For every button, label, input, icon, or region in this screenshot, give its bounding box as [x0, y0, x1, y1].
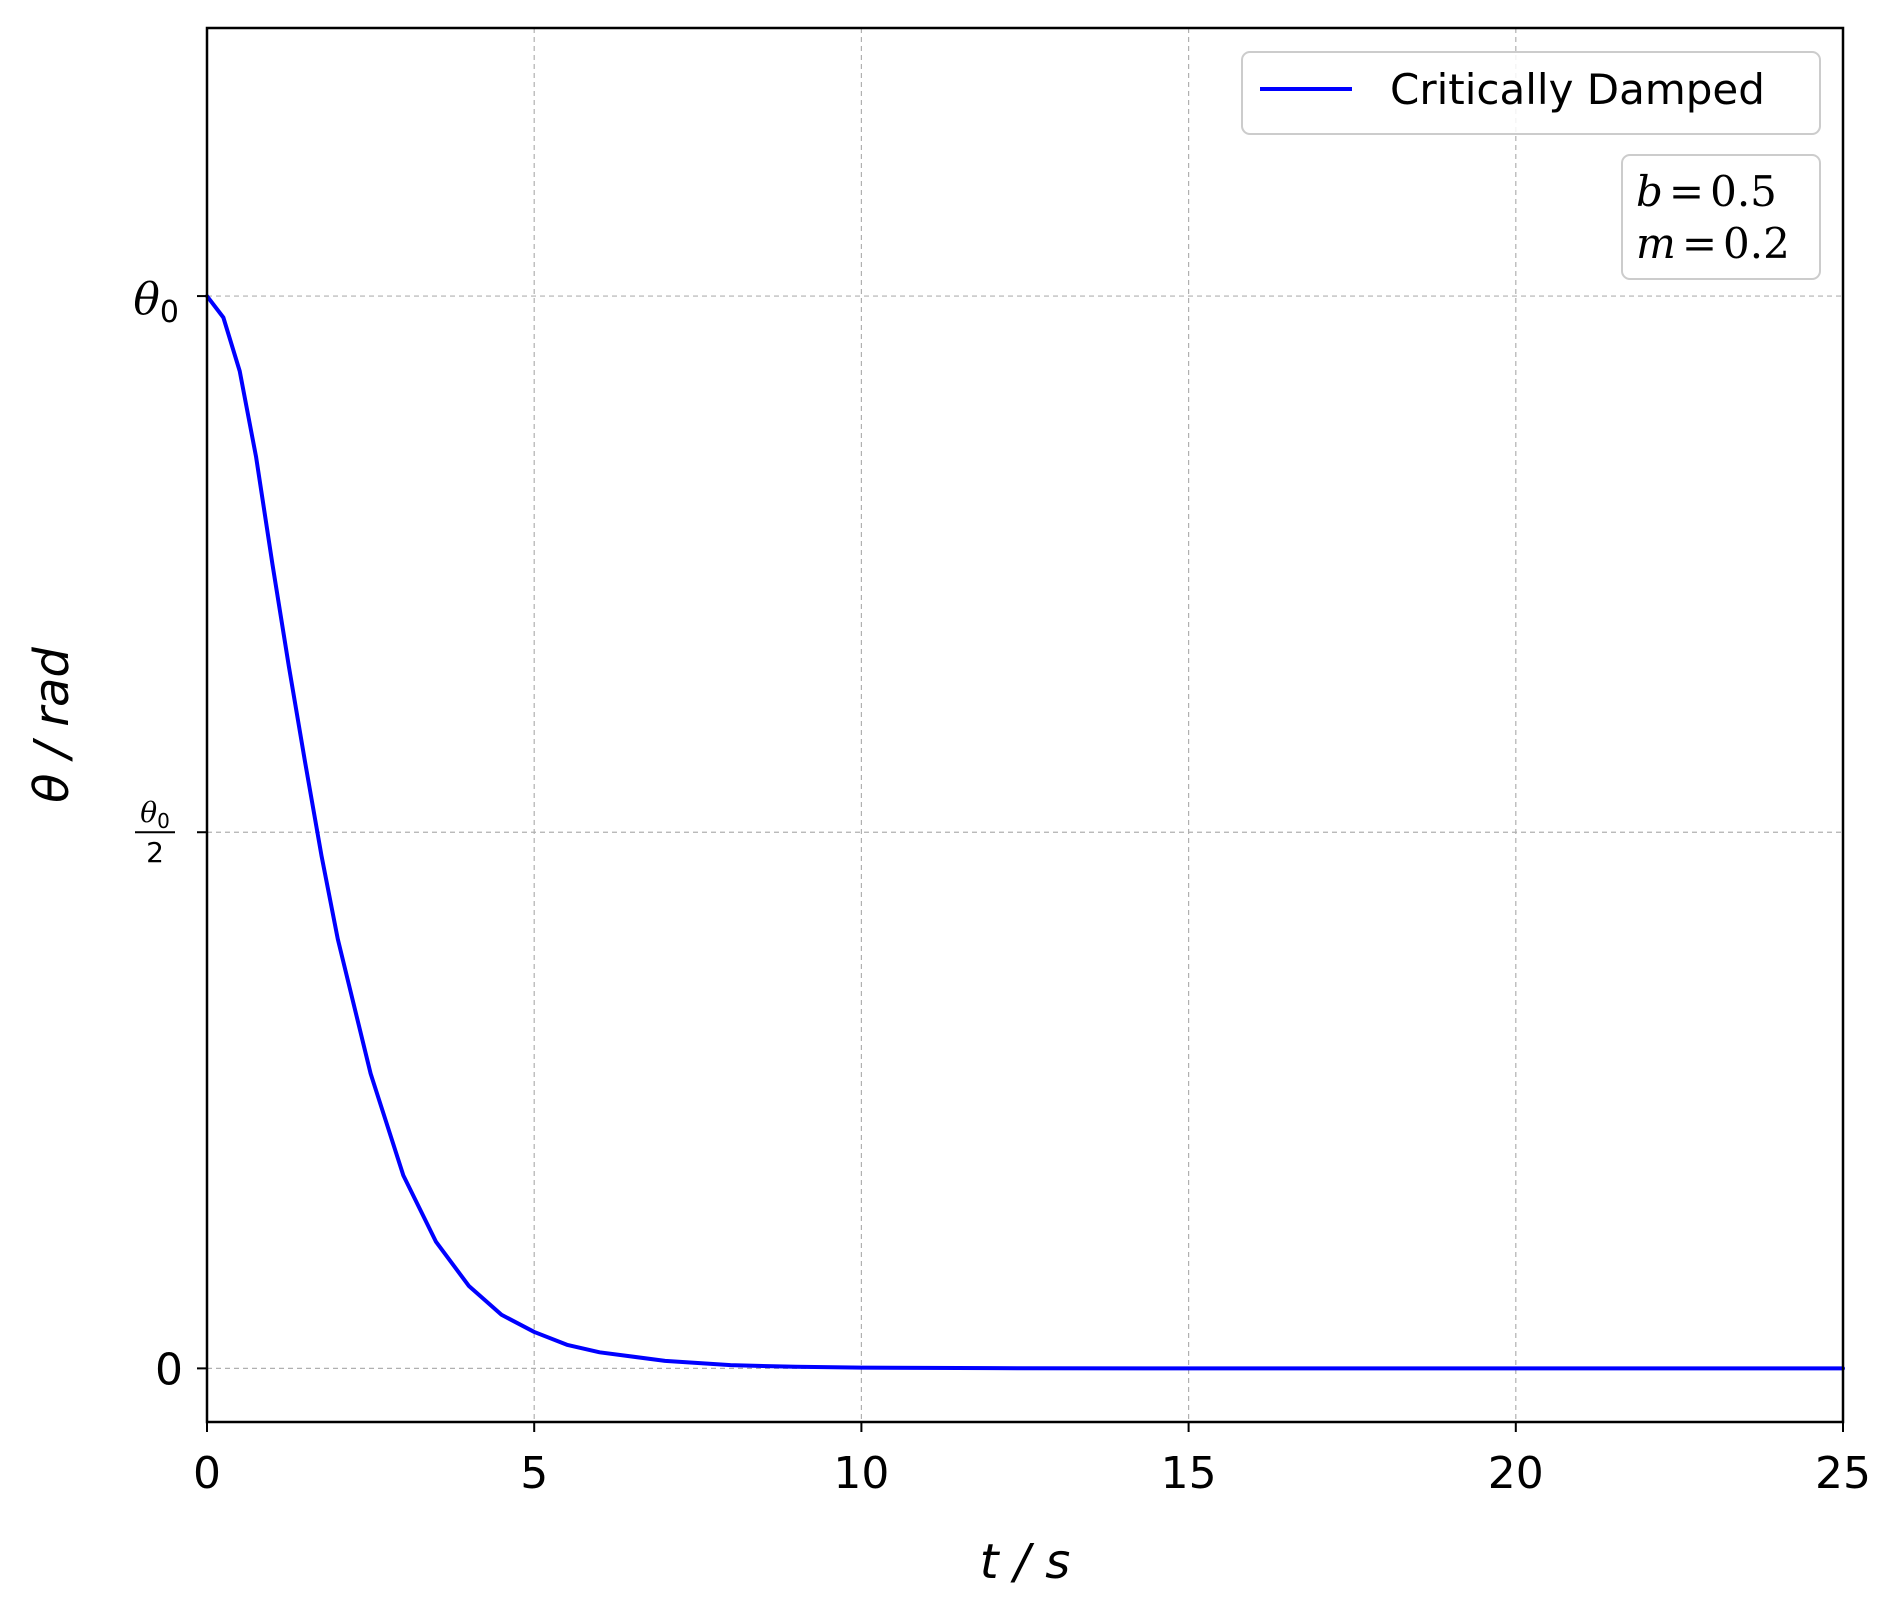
parameter-b-var: b	[1636, 167, 1663, 216]
parameter-box-frame	[1621, 154, 1821, 280]
parameter-b-value: 0.5	[1710, 167, 1777, 216]
y-tick-label-1: θ0	[133, 274, 179, 330]
parameter-box: b = 0.5 m = 0.2	[1621, 154, 1821, 280]
parameter-b: b = 0.5	[1636, 167, 1777, 216]
legend: Critically Damped	[1241, 51, 1821, 135]
y-tick-label-numerator: θ0	[140, 796, 170, 833]
x-tick-label-20: 20	[1488, 1448, 1544, 1499]
parameter-m: m = 0.2	[1636, 219, 1790, 268]
y-tick-label-0: 0	[155, 1344, 183, 1395]
series-layer	[205, 294, 1845, 1371]
axes-frame	[205, 26, 1845, 1424]
legend-box	[1241, 51, 1821, 135]
x-tick-label-25: 25	[1815, 1448, 1871, 1499]
series-line-0	[205, 294, 1845, 1371]
x-axis-label: t / s	[980, 1534, 1071, 1590]
legend-entry-critically-damped: Critically Damped	[1390, 65, 1765, 114]
x-tick-label-0: 0	[193, 1448, 221, 1499]
x-tick-label-5: 5	[520, 1448, 548, 1499]
parameter-m-var: m	[1636, 219, 1676, 268]
y-tick-label-0.5: θ02	[135, 796, 175, 869]
x-tick-label-15: 15	[1161, 1448, 1217, 1499]
parameter-m-value: 0.2	[1723, 219, 1790, 268]
y-axis-label: θ / rad	[24, 647, 80, 803]
x-tick-label-10: 10	[833, 1448, 889, 1499]
y-tick-label-denominator: 2	[146, 836, 164, 869]
